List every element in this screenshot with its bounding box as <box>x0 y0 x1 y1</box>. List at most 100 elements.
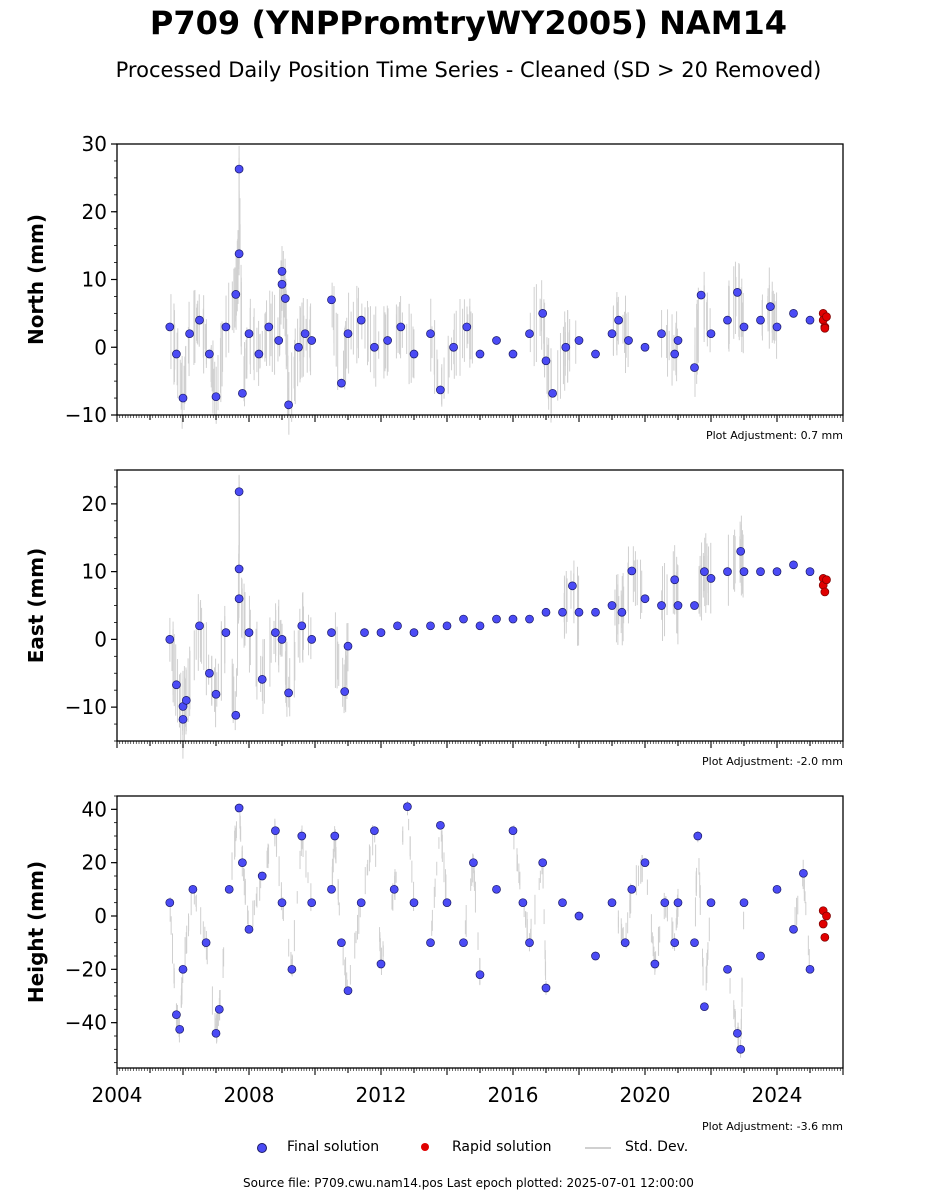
final-point <box>271 826 280 836</box>
final-point <box>673 336 683 345</box>
axes-frame <box>116 469 844 742</box>
x-tick-label: 2012 <box>356 1083 407 1107</box>
final-point <box>541 356 551 366</box>
x-tick-label: 2016 <box>488 1083 539 1107</box>
final-point <box>508 349 518 359</box>
final-point <box>244 329 254 339</box>
final-point <box>607 329 617 339</box>
final-solution-series <box>165 487 815 724</box>
final-point <box>657 601 666 610</box>
final-point <box>706 329 716 339</box>
final-point <box>733 288 742 297</box>
final-point <box>231 290 241 299</box>
final-point <box>337 938 346 948</box>
x-tick-label: 2004 <box>92 1083 143 1107</box>
plot-adjustment-label: Plot Adjustment: -2.0 mm <box>702 755 843 768</box>
final-point <box>426 938 435 948</box>
final-point <box>238 388 247 398</box>
final-point <box>650 959 660 969</box>
final-point <box>492 336 501 345</box>
rapid-point <box>822 575 831 585</box>
y-tick-label: 30 <box>82 132 107 156</box>
final-point <box>660 898 670 908</box>
final-point <box>284 688 293 698</box>
final-point <box>700 1002 709 1012</box>
final-point <box>376 628 386 637</box>
final-point <box>525 614 534 624</box>
final-point <box>591 349 600 359</box>
final-point <box>284 400 293 410</box>
legend-rapid-label: Rapid solution <box>452 1139 552 1155</box>
final-point <box>234 249 244 259</box>
chart-title: P709 (YNPPromtryWY2005) NAM14 <box>149 4 788 42</box>
final-solution-marker <box>257 1143 267 1153</box>
final-point <box>640 858 650 868</box>
final-point <box>175 1024 185 1034</box>
rapid-point <box>820 932 830 942</box>
final-point <box>277 898 287 908</box>
final-point <box>627 884 637 894</box>
final-point <box>337 378 346 388</box>
final-point <box>442 621 452 631</box>
final-point <box>327 884 336 894</box>
panel-0: −10 0 10 20 30 North (mm) Plot Adjustment: 0.7… <box>24 132 844 442</box>
final-point <box>627 566 637 576</box>
final-point <box>343 641 353 651</box>
final-point <box>181 695 191 705</box>
y-tick-label: 0 <box>94 335 107 359</box>
final-point <box>442 898 452 908</box>
final-point <box>574 336 584 345</box>
final-point <box>178 964 188 974</box>
final-point <box>300 329 310 339</box>
final-point <box>244 924 254 934</box>
std-dev-marker <box>585 1147 611 1149</box>
rapid-solution-series <box>818 309 831 333</box>
plot-adjustment-label: Plot Adjustment: 0.7 mm <box>706 429 843 442</box>
final-point <box>307 336 317 345</box>
final-point <box>409 898 419 908</box>
final-point <box>356 315 366 325</box>
final-point <box>340 687 350 696</box>
final-point <box>178 393 188 403</box>
std-dev-bars <box>170 145 778 435</box>
final-point <box>548 388 557 398</box>
final-point <box>739 322 749 332</box>
final-solution-series <box>165 164 815 410</box>
final-point <box>525 329 534 339</box>
final-point <box>449 342 458 352</box>
y-tick-label: 0 <box>94 627 107 651</box>
final-point <box>690 938 699 948</box>
final-point <box>403 802 412 812</box>
final-point <box>620 938 630 948</box>
rapid-point <box>822 911 831 921</box>
final-point <box>459 938 468 948</box>
final-point <box>172 1010 181 1020</box>
rapid-solution-series <box>818 906 831 942</box>
final-point <box>693 831 703 841</box>
final-point <box>772 322 782 332</box>
final-point <box>561 342 571 352</box>
final-point <box>736 1044 746 1054</box>
y-tick-label: −10 <box>65 403 107 427</box>
final-point <box>492 614 501 624</box>
final-point <box>696 290 706 300</box>
final-point <box>690 601 699 610</box>
final-point <box>297 831 307 841</box>
final-point <box>376 959 386 969</box>
final-point <box>257 871 267 881</box>
final-point <box>558 898 567 908</box>
final-point <box>772 884 782 894</box>
final-point <box>185 329 194 339</box>
source-footer: Source file: P709.cwu.nam14.pos Last epo… <box>243 1176 694 1190</box>
legend-final-label: Final solution <box>287 1139 380 1155</box>
final-point <box>238 858 247 868</box>
final-point <box>756 567 765 576</box>
final-point <box>475 621 485 631</box>
final-point <box>805 567 815 576</box>
final-point <box>426 621 435 631</box>
final-point <box>165 635 175 644</box>
final-point <box>739 898 749 908</box>
final-point <box>574 911 584 921</box>
rapid-point <box>818 919 828 929</box>
